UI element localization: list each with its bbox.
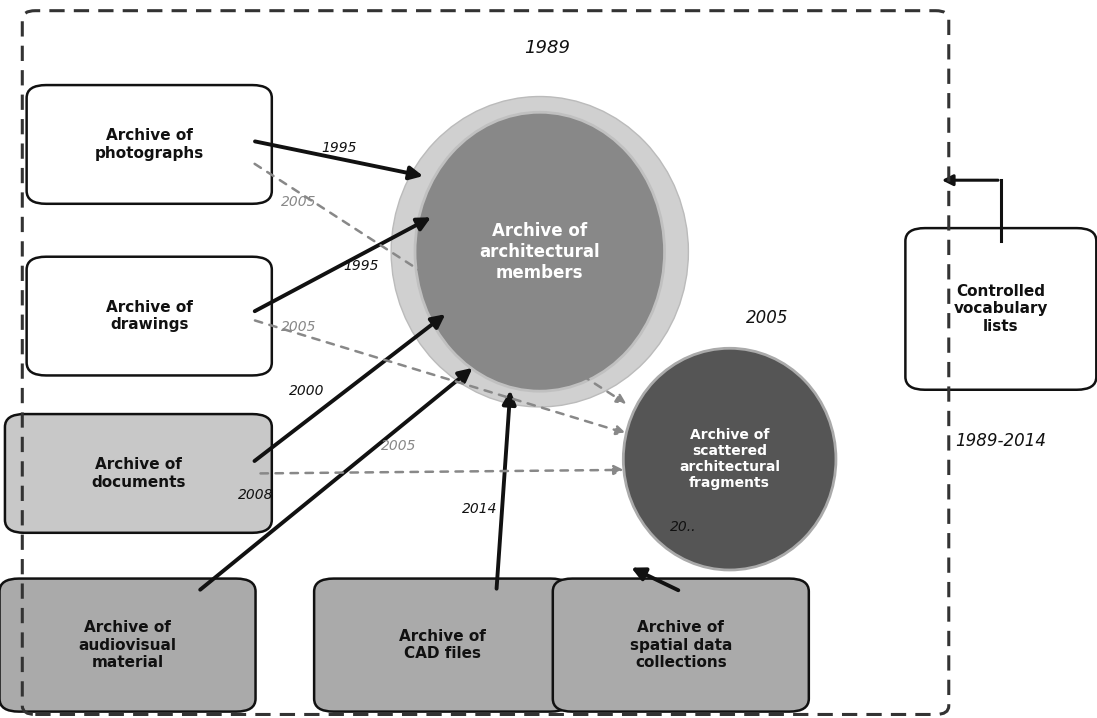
Text: 1995: 1995 (343, 259, 378, 273)
Text: 2000: 2000 (289, 384, 325, 398)
Text: 2005: 2005 (746, 309, 789, 327)
Text: Archive of
CAD files: Archive of CAD files (398, 629, 486, 661)
Text: Archive of
audiovisual
material: Archive of audiovisual material (79, 620, 177, 670)
Ellipse shape (415, 112, 665, 391)
Text: Archive of
documents: Archive of documents (91, 457, 185, 490)
Text: 2005: 2005 (281, 195, 317, 209)
Text: 1989: 1989 (524, 39, 570, 57)
Text: 2005: 2005 (281, 320, 317, 334)
Text: 1995: 1995 (321, 141, 357, 155)
Text: 1989-2014: 1989-2014 (955, 432, 1047, 450)
Text: 2005: 2005 (381, 439, 417, 453)
Ellipse shape (392, 96, 689, 407)
Text: 2008: 2008 (238, 488, 273, 502)
FancyBboxPatch shape (4, 414, 272, 533)
Text: Archive of
photographs: Archive of photographs (94, 129, 204, 161)
FancyBboxPatch shape (553, 579, 808, 712)
Text: 20..: 20.. (670, 520, 697, 534)
Text: 2014: 2014 (462, 502, 498, 516)
Text: Archive of
drawings: Archive of drawings (105, 300, 193, 332)
FancyBboxPatch shape (26, 257, 272, 376)
Text: Controlled
vocabulary
lists: Controlled vocabulary lists (953, 284, 1048, 334)
FancyBboxPatch shape (0, 579, 256, 712)
Text: Archive of
spatial data
collections: Archive of spatial data collections (630, 620, 732, 670)
Text: Archive of
architectural
members: Archive of architectural members (479, 222, 600, 281)
FancyBboxPatch shape (905, 228, 1096, 390)
FancyBboxPatch shape (314, 579, 570, 712)
Ellipse shape (623, 348, 836, 570)
FancyBboxPatch shape (26, 85, 272, 204)
Text: Archive of
scattered
architectural
fragments: Archive of scattered architectural fragm… (679, 428, 780, 490)
